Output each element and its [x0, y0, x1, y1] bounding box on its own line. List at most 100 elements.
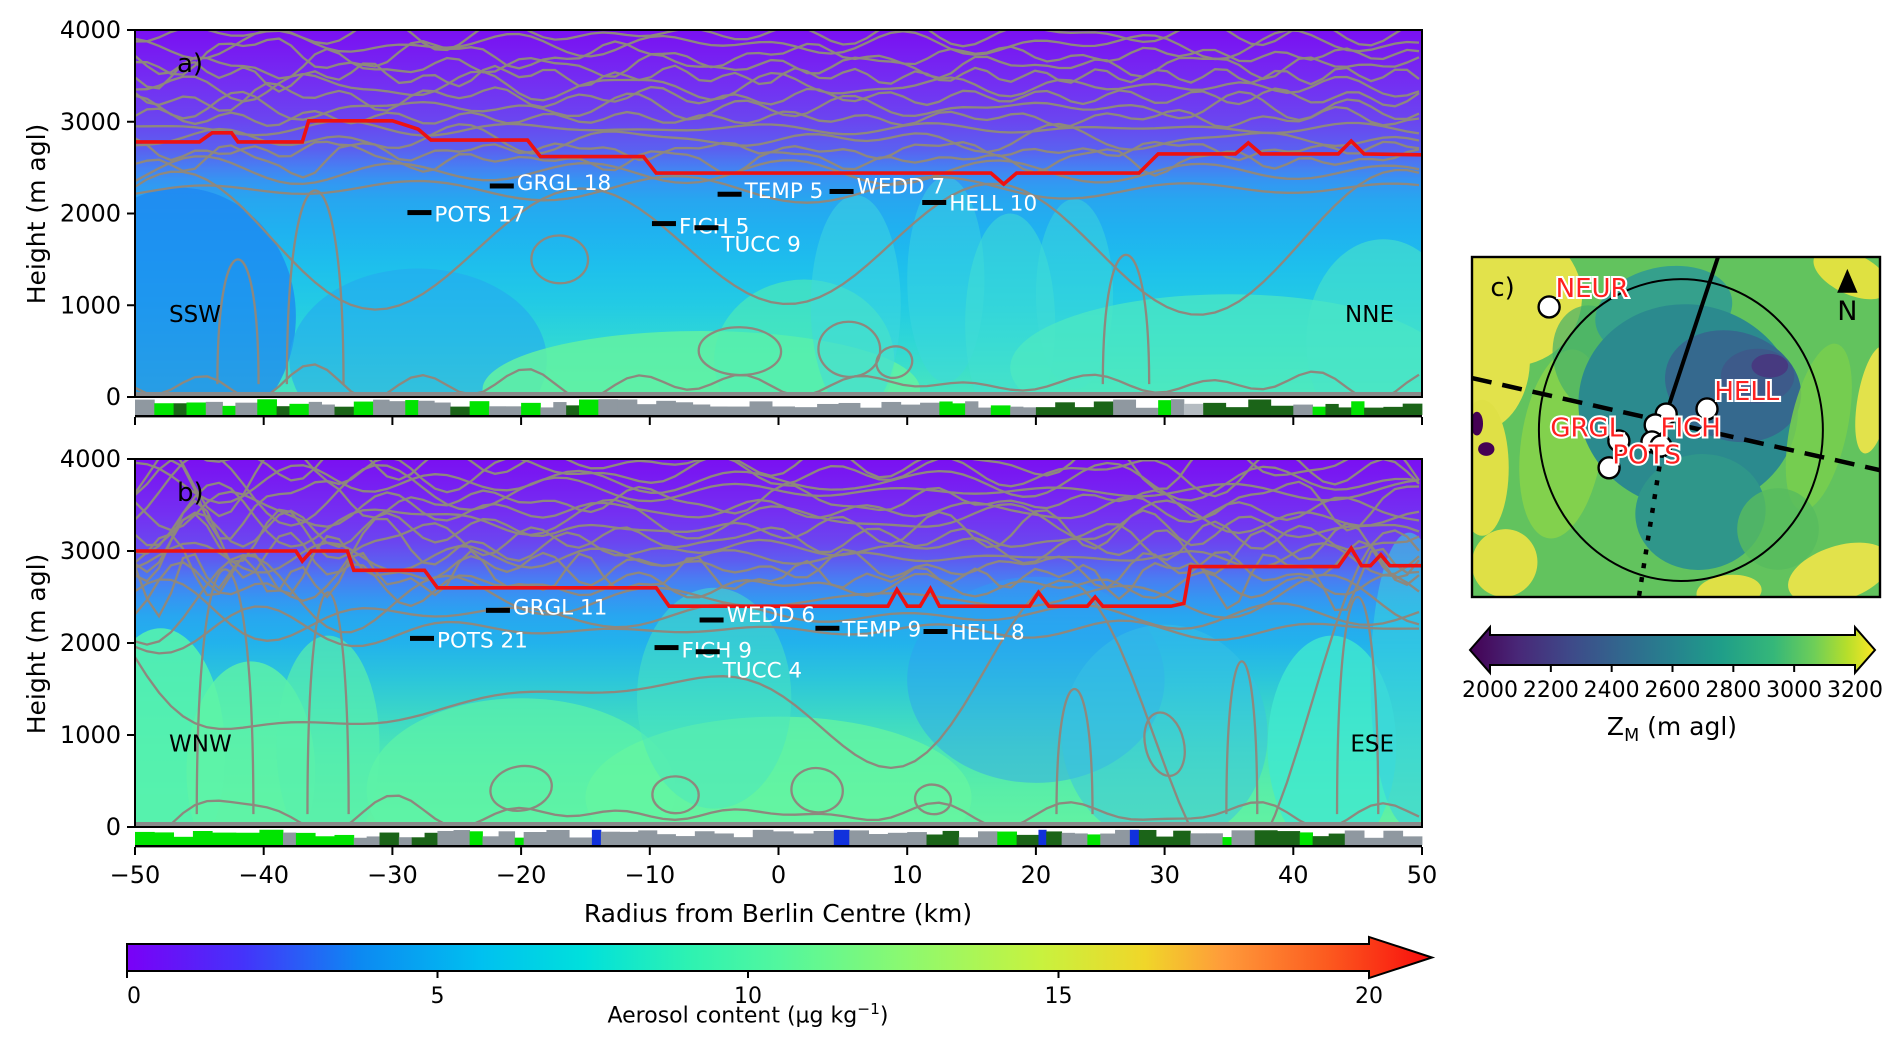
x-tick-label: 50 [1407, 861, 1438, 889]
map-station-label-neur: NEUR [1556, 274, 1629, 304]
x-tick-label: −20 [496, 861, 547, 889]
grey-contour-line [135, 541, 1420, 577]
orientation-label-right: NNE [1345, 302, 1394, 328]
land-use-segment-gray [235, 402, 258, 415]
land-use-segment-gray [598, 399, 619, 415]
land-use-segment-dgreen [276, 406, 290, 415]
land-use-segment-green [186, 402, 207, 415]
land-use-segment-gray [600, 831, 620, 845]
land-use-segment-gray [694, 831, 715, 845]
aerosol-patch [1306, 239, 1422, 397]
land-use-segment-gray [1364, 837, 1384, 845]
station-marker-tucc [695, 649, 720, 655]
land-use-segment-dgreen [1138, 829, 1157, 845]
land-use-segment-dgreen [1248, 399, 1272, 415]
land-use-segment-gray [398, 837, 413, 845]
land-use-segment-dgreen [566, 405, 580, 415]
surface-line [135, 822, 1422, 827]
land-use-segment-gray [488, 406, 506, 415]
land-use-segment-gray [553, 402, 567, 415]
land-use-segment-gray [1344, 830, 1365, 845]
y-tick-label: 0 [106, 383, 121, 411]
land-use-segment-gray [636, 404, 657, 415]
grey-contour-blob [790, 766, 844, 814]
land-use-segment-green [469, 831, 483, 845]
land-use-segment-gray [546, 829, 570, 845]
zm-colorbar-label: ZM (m agl) [1472, 712, 1872, 746]
land-use-segment-gray [308, 401, 323, 415]
station-label-pots: POTS 17 [434, 203, 525, 228]
x-tick-label: −10 [624, 861, 675, 889]
grey-contour-blob [875, 345, 914, 380]
grey-contour-line [135, 47, 1420, 81]
station-marker-pots [410, 635, 435, 641]
plot-content-b [135, 459, 1422, 827]
grey-contour-line [135, 481, 1420, 555]
panel-letter-a: a) [177, 49, 203, 79]
land-use-segment-gray [772, 406, 795, 415]
colorbar-tick-label: 2200 [1523, 678, 1579, 703]
station-marker-fich [654, 645, 679, 651]
aerosol-label-suffix: ) [879, 1003, 889, 1029]
grey-contour-line [135, 30, 1403, 52]
grey-contour-line [135, 61, 1420, 93]
land-use-segment-dgreen [1156, 836, 1174, 845]
land-use-segment-green [315, 836, 335, 845]
map-station-label-fich: FICH [1660, 414, 1720, 444]
aerosol-patch [135, 187, 296, 397]
grey-contour-plume [216, 258, 260, 385]
orientation-label-left: SSW [169, 302, 221, 328]
land-use-segment-gray [1293, 404, 1314, 415]
station-marker-pots [407, 210, 432, 216]
y-tick-label: 4000 [60, 445, 121, 473]
land-use-segment-gray [437, 830, 454, 845]
grey-contour-line [135, 174, 1420, 204]
map-terrain-patch [1472, 529, 1538, 597]
land-use-segment-gray [353, 837, 368, 845]
land-use-segment-green [259, 829, 284, 845]
map-terrain-patch [1472, 411, 1484, 436]
station-marker-hell [923, 629, 948, 634]
map-border [1470, 255, 1882, 599]
land-use-segment-green [334, 834, 355, 845]
plot-content-a [135, 30, 1422, 397]
north-arrow-icon [1837, 268, 1858, 293]
aerosol-colorbar: 0 5 10 15 20 [126, 935, 1436, 1009]
land-use-segment-gray [849, 830, 869, 845]
grey-contour-blob [1143, 711, 1186, 778]
panel-letter-b: b) [177, 478, 204, 508]
land-use-segment-gray [540, 407, 554, 415]
land-use-segment-gray [1206, 833, 1223, 845]
land-use-segment-green [353, 401, 374, 415]
land-use-segment-dgreen [1074, 407, 1095, 415]
land-use-segment-gray [135, 399, 155, 415]
y-tick-label: 1000 [60, 721, 121, 749]
station-marker-temp [815, 625, 840, 631]
aerosol-patch [636, 587, 792, 809]
north-label: N [1837, 296, 1857, 327]
station-label-temp: TEMP 5 [744, 179, 824, 204]
land-use-segment-green [257, 399, 277, 415]
land-use-segment-gray [900, 404, 921, 415]
map-station-label-hell: HELL [1714, 377, 1779, 407]
land-use-segment-gray [656, 400, 676, 415]
grey-contour-blob [530, 234, 590, 285]
land-use-segment-gray [498, 831, 516, 845]
aerosol-patch [1267, 635, 1397, 827]
map-station-marker-hell [1695, 397, 1719, 421]
grey-contour-line [135, 105, 1420, 129]
grey-contour-plume [1055, 687, 1094, 815]
map-terrain-patch [1478, 442, 1495, 456]
y-tick-label: 3000 [60, 108, 121, 136]
land-use-segment-green [192, 830, 213, 845]
land-use-segment-green [469, 401, 490, 415]
land-use-segment-gray [453, 830, 471, 845]
station-label-grgl: GRGL 11 [513, 595, 607, 620]
land-use-segment-green [514, 837, 525, 845]
land-use-segment-gray [619, 831, 639, 845]
land-use-segment-green [222, 405, 236, 415]
map-station-label-pots: POTS [1612, 441, 1681, 471]
land-use-segment-gray [958, 837, 979, 845]
land-use-segment-gray [1135, 407, 1159, 415]
grey-contour-plume [1101, 253, 1151, 385]
